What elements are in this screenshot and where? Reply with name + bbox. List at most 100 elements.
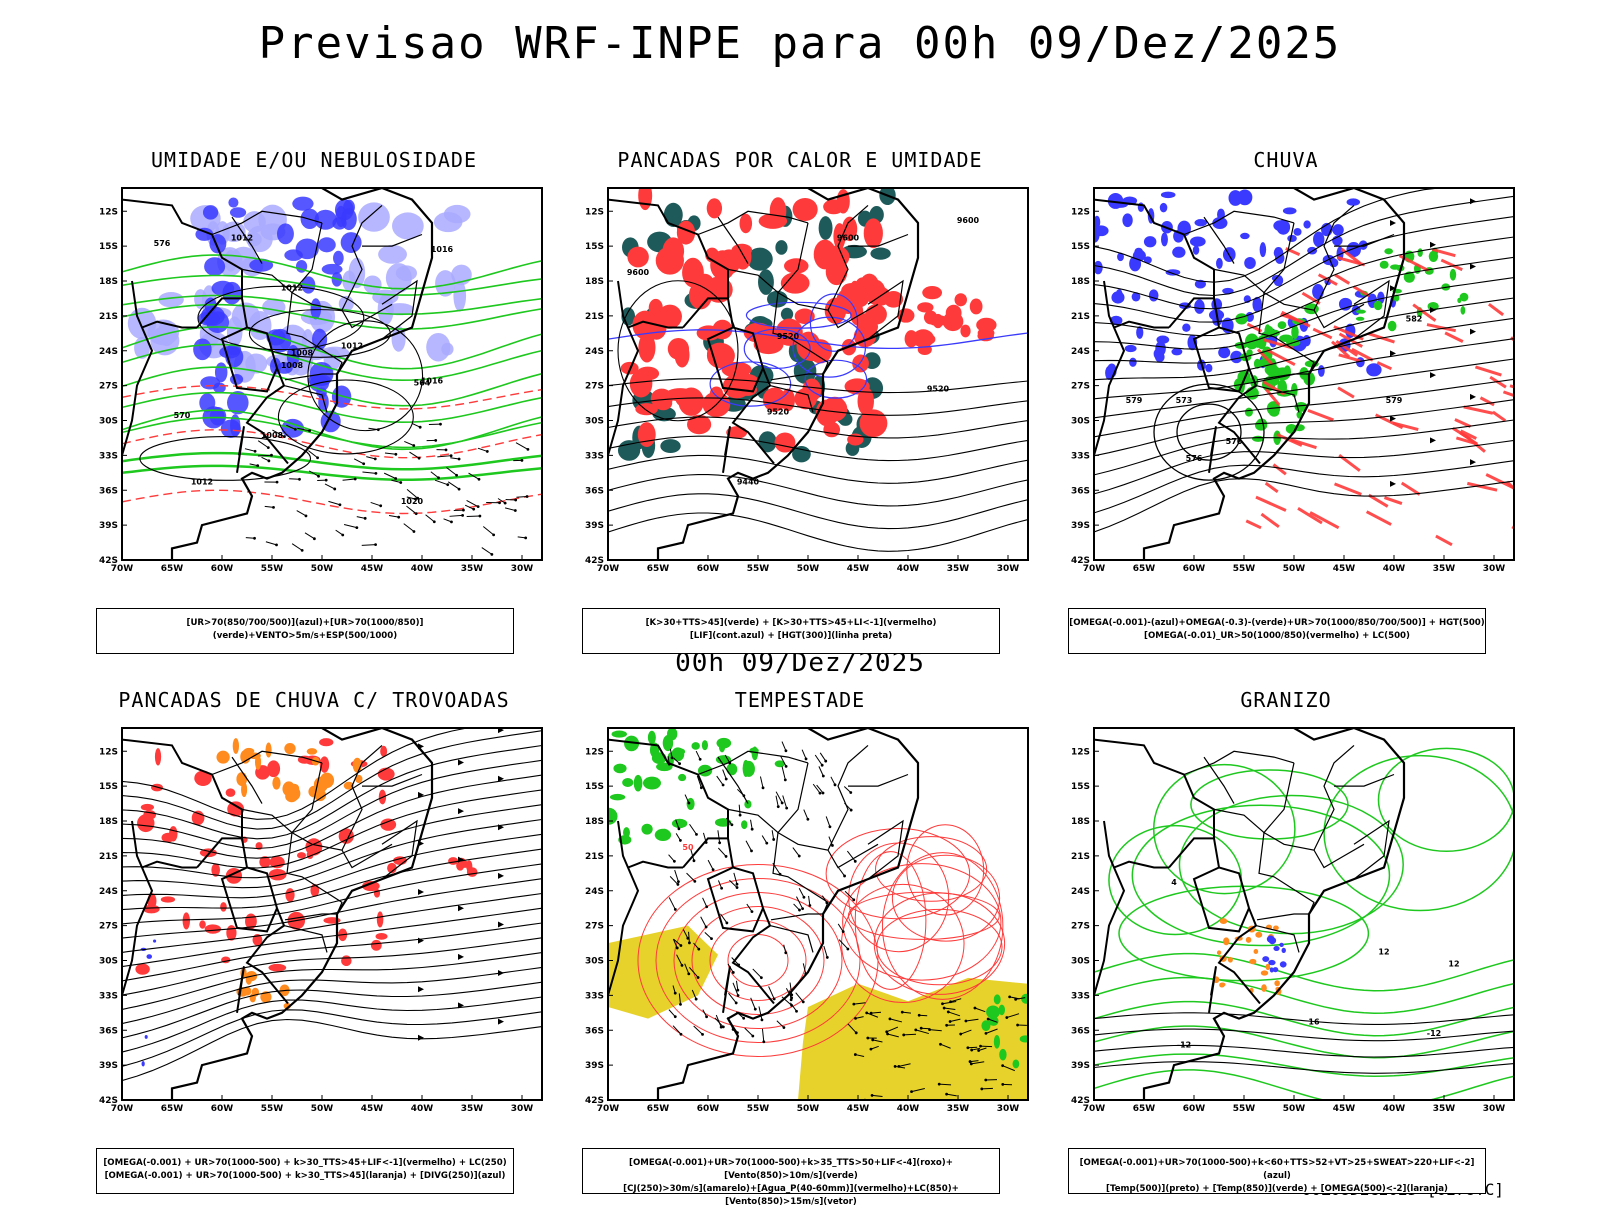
contour-label: 1008 (281, 361, 304, 370)
lon-label: 35W (461, 1104, 484, 1114)
legend-line-2: [Temp(500)](preto) + [Temp(850)](verde) … (1069, 1183, 1485, 1196)
lon-label: 70W (1083, 564, 1106, 574)
lat-label: 39S (1071, 1061, 1090, 1071)
lat-label: 39S (1071, 521, 1090, 531)
lat-label: 15S (585, 782, 604, 792)
contour-label: 582 (1406, 315, 1423, 324)
contour-label: 570 (174, 411, 191, 420)
contour-label: 579 (1386, 396, 1403, 405)
contour-label: -12 (1177, 1041, 1191, 1050)
legend-line-1: [OMEGA(-0.001)+UR>70(1000-500)+k>35_TTS>… (583, 1157, 999, 1183)
lat-label: 21S (1071, 312, 1090, 322)
lat-label: 15S (1071, 782, 1090, 792)
lat-label: 21S (1071, 852, 1090, 862)
lat-label: 33S (585, 451, 604, 461)
contour-label: 9520 (767, 408, 790, 417)
panel-title: GRANIZO (1046, 688, 1526, 712)
lat-label: 24S (1071, 887, 1090, 897)
lat-label: 33S (99, 991, 118, 1001)
lat-label: 18S (99, 817, 118, 827)
lat-label: 33S (1071, 451, 1090, 461)
contour-label: 1012 (281, 283, 303, 292)
contour-label: 1016 (431, 245, 454, 254)
state-border (1184, 751, 1294, 774)
country-border (1169, 838, 1214, 867)
contour-label: 4 (1171, 878, 1177, 887)
state-border (242, 809, 292, 832)
lon-label: 35W (947, 1104, 970, 1114)
lon-label: 65W (1133, 1104, 1156, 1114)
lat-label: 36S (99, 486, 118, 496)
lon-label: 60W (211, 1104, 234, 1114)
panel-legend: [UR>70(850/700/500)](azul)+[UR>70(1000/8… (96, 608, 514, 654)
contour-label: 576 (1186, 454, 1203, 463)
state-border (1257, 914, 1308, 920)
lat-label: 36S (585, 486, 604, 496)
lon-label: 40W (411, 1104, 434, 1114)
lon-label: 50W (797, 1104, 820, 1114)
lon-label: 70W (111, 1104, 134, 1114)
legend-line-2: [OMEGA(-0.01)_UR>50(1000/850)(vermelho) … (1069, 630, 1485, 643)
contour-label: 50 (682, 843, 694, 852)
lat-label: 18S (1071, 817, 1090, 827)
lon-label: 30W (997, 564, 1020, 574)
lat-label: 24S (1071, 347, 1090, 357)
lon-label: 45W (361, 564, 384, 574)
lat-label: 30S (1071, 957, 1090, 967)
lat-label: 24S (585, 887, 604, 897)
legend-line-1: [K>30+TTS>45](verde) + [K>30+TTS>45+LI<-… (583, 617, 999, 630)
legend-line-2: [LIF](cont.azul) + [HGT(300)](linha pret… (583, 630, 999, 643)
lon-label: 60W (697, 1104, 720, 1114)
lon-label: 55W (1233, 564, 1256, 574)
map-fields: 50 (600, 727, 1031, 1104)
lon-label: 50W (797, 564, 820, 574)
page-title: Previsao WRF-INPE para 00h 09/Dez/2025 (0, 18, 1600, 69)
contour-label: 579 (1126, 396, 1143, 405)
panel-legend: [K>30+TTS>45](verde) + [K>30+TTS>45+LI<-… (582, 608, 1000, 654)
lon-label: 70W (597, 564, 620, 574)
lon-label: 60W (697, 564, 720, 574)
panel-legend: [OMEGA(-0.001) + UR>70(1000-500) + k>30_… (96, 1148, 514, 1194)
state-border (848, 775, 908, 787)
lat-label: 27S (99, 922, 118, 932)
lon-label: 55W (261, 564, 284, 574)
lat-label: 27S (1071, 382, 1090, 392)
lon-label: 40W (411, 564, 434, 574)
lat-label: 30S (99, 957, 118, 967)
map-svg: 960096009600952095209520944012S15S18S21S… (560, 176, 1040, 582)
contour-label: 576 (154, 239, 171, 248)
country-border (723, 966, 730, 1013)
legend-line-2: [OMEGA(-0.001) + UR>70(1000-500) + k>30_… (97, 1170, 513, 1183)
lon-label: 45W (847, 564, 870, 574)
contour-label: 1012 (231, 233, 253, 242)
lon-label: 70W (1083, 1104, 1106, 1114)
lon-label: 65W (161, 564, 184, 574)
lat-label: 39S (99, 1061, 118, 1071)
map-svg: 58257957657357957612S15S18S21S24S27S30S3… (1046, 176, 1526, 582)
lat-label: 39S (99, 521, 118, 531)
lat-label: 27S (1071, 922, 1090, 932)
lon-label: 70W (597, 1104, 620, 1114)
state-border (1214, 809, 1264, 832)
contour-label: 1008 (291, 348, 314, 357)
lon-label: 50W (1283, 1104, 1306, 1114)
panel-title: PANCADAS POR CALOR E UMIDADE (560, 148, 1040, 172)
lon-label: 35W (461, 564, 484, 574)
lat-label: 30S (1071, 417, 1090, 427)
lon-label: 30W (1483, 1104, 1506, 1114)
state-border (1264, 763, 1364, 868)
legend-line-2: [CJ(250)>30m/s](amarelo)+[Agua_P(40-60mm… (583, 1183, 999, 1209)
lat-label: 39S (585, 1061, 604, 1071)
lat-label: 15S (99, 242, 118, 252)
lat-label: 15S (585, 242, 604, 252)
lat-label: 24S (99, 347, 118, 357)
lat-label: 30S (585, 417, 604, 427)
